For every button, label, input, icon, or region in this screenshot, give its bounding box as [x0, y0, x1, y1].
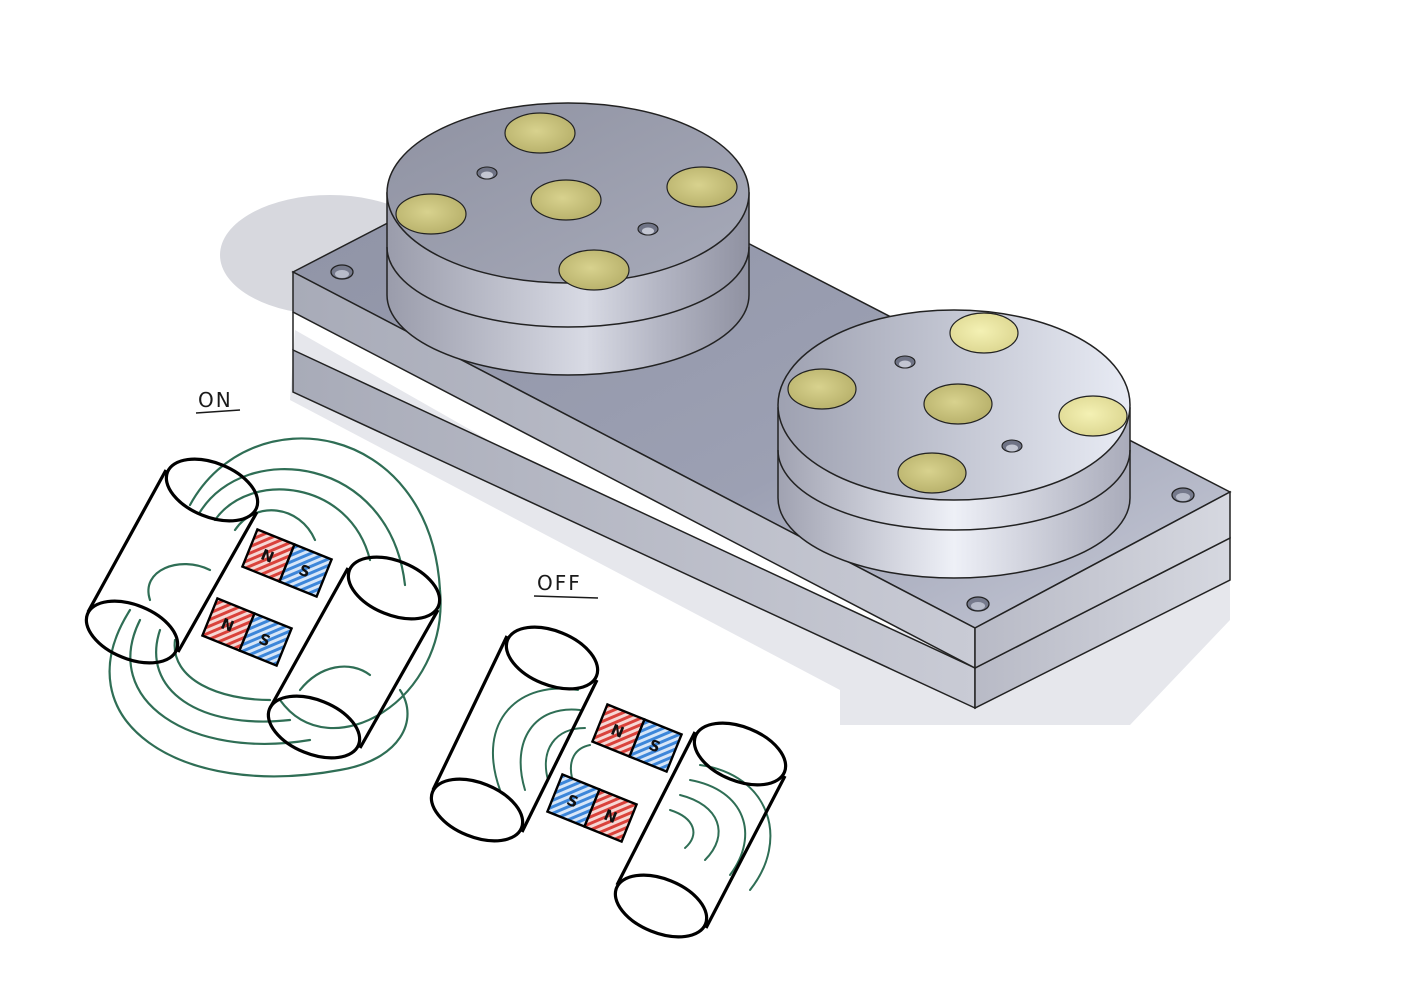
mounting-hole	[330, 264, 354, 280]
pole-insert	[530, 179, 602, 221]
pole-insert	[666, 166, 738, 208]
pole-insert	[504, 112, 576, 154]
pin-hole	[1001, 439, 1023, 453]
pole-cylinder	[429, 625, 600, 843]
pole-insert	[787, 368, 857, 410]
pin-hole	[637, 222, 659, 236]
pole-cylinder	[613, 721, 788, 939]
pole-insert	[395, 193, 467, 235]
pin-hole	[894, 355, 916, 369]
off-state-sketch: OFF N	[429, 571, 788, 939]
magnet-label: N	[608, 720, 626, 741]
on-state-sketch: ON	[84, 388, 442, 778]
magnet-north	[582, 787, 639, 844]
on-label: ON	[198, 388, 233, 412]
pole-insert	[949, 312, 1019, 354]
field-lines-on	[108, 437, 442, 778]
magnet-south	[627, 717, 684, 774]
upper-plate-side	[974, 490, 1231, 670]
mounting-hole	[966, 596, 990, 612]
magnet-pair-off-top: N S	[590, 702, 684, 774]
magnet-pair-off-bottom: S N	[545, 772, 639, 844]
magnet-pair-on-top: N S	[240, 527, 334, 599]
pin-hole	[476, 166, 498, 180]
magnet-label: N	[258, 545, 276, 566]
pole-insert	[923, 383, 993, 425]
disk-stack-right	[777, 309, 1131, 579]
off-label: OFF	[537, 571, 582, 595]
pole-insert	[1058, 395, 1128, 437]
magnet-label: N	[601, 806, 619, 827]
magnetic-base	[220, 102, 1232, 725]
pole-cylinder	[84, 457, 260, 665]
pole-insert	[897, 452, 967, 494]
magnet-south	[237, 611, 294, 668]
mounting-hole	[1171, 487, 1195, 503]
pole-cylinder	[266, 555, 442, 760]
pole-insert	[558, 249, 630, 291]
magnet-south	[277, 542, 334, 599]
magnet-pair-on-bottom: N S	[200, 596, 294, 668]
disk-stack-left	[386, 102, 750, 376]
magnet-label: N	[218, 614, 236, 635]
